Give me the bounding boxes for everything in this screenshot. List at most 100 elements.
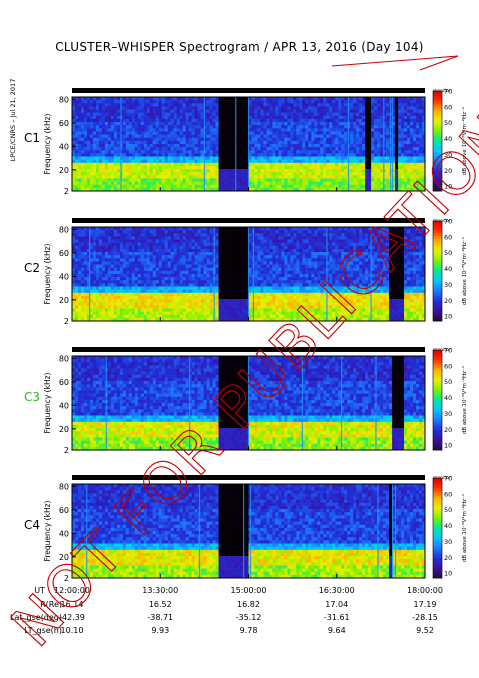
spectrogram-cell xyxy=(137,317,142,322)
spectrogram-cell xyxy=(72,103,76,107)
spectrogram-cell xyxy=(131,118,136,123)
spectrogram-cell xyxy=(206,274,210,278)
spectrogram-cell xyxy=(152,264,157,269)
spectrogram-cell xyxy=(119,270,124,275)
spectrogram-cell xyxy=(281,181,285,186)
spectrogram-cell xyxy=(287,162,291,167)
spectrogram-cell xyxy=(92,230,97,234)
spectrogram-cell xyxy=(194,308,198,312)
spectrogram-cell xyxy=(89,317,94,322)
spectrogram-cell xyxy=(224,144,228,148)
spectrogram-cell xyxy=(167,125,172,129)
spectrogram-cell xyxy=(323,137,327,142)
spectrogram-cell xyxy=(416,103,420,107)
spectrogram-cell xyxy=(377,100,381,104)
spectrogram-cell xyxy=(392,150,396,154)
spectrogram-cell xyxy=(302,112,306,117)
spectrogram-cell xyxy=(155,233,160,237)
spectrogram-cell xyxy=(104,277,109,281)
spectrogram-cell xyxy=(359,150,363,154)
spectrogram-cell xyxy=(113,106,118,110)
spectrogram-cell xyxy=(218,147,222,151)
spectrogram-cell xyxy=(188,305,192,309)
spectrogram-cell xyxy=(98,314,103,319)
spectrogram-cell xyxy=(281,156,285,160)
spectrogram-cell xyxy=(182,299,186,303)
spectrogram-cell xyxy=(299,131,303,135)
spectrogram-cell xyxy=(209,156,213,160)
spectrogram-cell xyxy=(251,106,255,110)
spectrogram-cell xyxy=(83,97,88,101)
spectrogram-cell xyxy=(158,233,163,237)
spectrogram-cell xyxy=(380,156,384,160)
spectrogram-cell xyxy=(161,233,166,237)
spectrogram-cell xyxy=(104,128,109,132)
spectrogram-cell xyxy=(86,131,91,135)
spectrogram-cell xyxy=(230,106,234,110)
spectrogram-cell xyxy=(185,258,189,262)
spectrogram-cell xyxy=(72,187,76,192)
spectrogram-cell xyxy=(125,255,130,259)
spectrogram-cell xyxy=(161,122,166,126)
spectrogram-cell xyxy=(359,115,363,120)
spectrogram-cell xyxy=(80,178,85,182)
spectrogram-cell xyxy=(152,248,157,253)
spectrogram-cell xyxy=(200,270,204,275)
spectrogram-cell xyxy=(404,175,408,179)
spectrogram-cell xyxy=(143,150,148,154)
spectrogram-cell xyxy=(101,245,106,250)
spectrogram-cell xyxy=(101,140,106,145)
spectrogram-cell xyxy=(125,283,130,287)
spectrogram-cell xyxy=(182,283,186,287)
spectrogram-cell xyxy=(248,181,252,186)
spectrogram-cell xyxy=(383,159,387,164)
spectrogram-cell xyxy=(383,162,387,167)
spectrogram-cell xyxy=(257,184,261,189)
spectrogram-cell xyxy=(230,159,234,164)
spectrogram-cell xyxy=(329,100,333,104)
spectrogram-cell xyxy=(299,137,303,142)
spectrogram-cell xyxy=(197,122,201,126)
spectrogram-cell xyxy=(203,125,207,129)
spectrogram-cell xyxy=(167,283,172,287)
spectrogram-cell xyxy=(146,131,151,135)
spectrogram-cell xyxy=(221,184,225,189)
spectrogram-cell xyxy=(77,153,82,157)
spectrogram-cell xyxy=(143,112,148,117)
spectrogram-cell xyxy=(395,100,399,104)
spectrogram-cell xyxy=(410,147,414,151)
spectrogram-cell xyxy=(302,115,306,120)
spectrogram-cell xyxy=(188,233,192,237)
spectrogram-cell xyxy=(206,97,210,101)
spectrogram-cell xyxy=(89,286,94,290)
spectrogram-cell xyxy=(254,140,258,145)
spectrogram-cell xyxy=(155,292,160,297)
spectrogram-cell xyxy=(293,112,297,117)
spectrogram-cell xyxy=(209,118,213,123)
spectrogram-cell xyxy=(338,100,342,104)
spectrogram-cell xyxy=(413,128,417,132)
spectrogram-cell xyxy=(416,172,420,176)
spectrogram-cell xyxy=(92,181,97,186)
spectrogram-cell xyxy=(92,267,97,272)
status-strip xyxy=(72,88,425,93)
spectrogram-cell xyxy=(386,150,390,154)
spectrogram-cell xyxy=(194,302,198,306)
spectrogram-cell xyxy=(176,252,180,256)
spectrogram-cell xyxy=(332,156,336,160)
spectrogram-cell xyxy=(200,274,204,278)
spectrogram-cell xyxy=(170,103,175,107)
spectrogram-cell xyxy=(380,162,384,167)
spectrogram-cell xyxy=(101,317,106,322)
spectrogram-cell xyxy=(266,165,270,170)
spectrogram-cell xyxy=(125,184,130,189)
spectrogram-cell xyxy=(353,169,357,173)
spectrogram-cell xyxy=(338,181,342,186)
spectrogram-cell xyxy=(257,97,261,101)
spectrogram-cell xyxy=(74,255,79,259)
spectrogram-cell xyxy=(272,172,276,176)
spectrogram-cell xyxy=(110,144,115,148)
spectrogram-cell xyxy=(149,109,154,113)
spectrogram-cell xyxy=(104,165,109,170)
spectrogram-cell xyxy=(311,153,315,157)
